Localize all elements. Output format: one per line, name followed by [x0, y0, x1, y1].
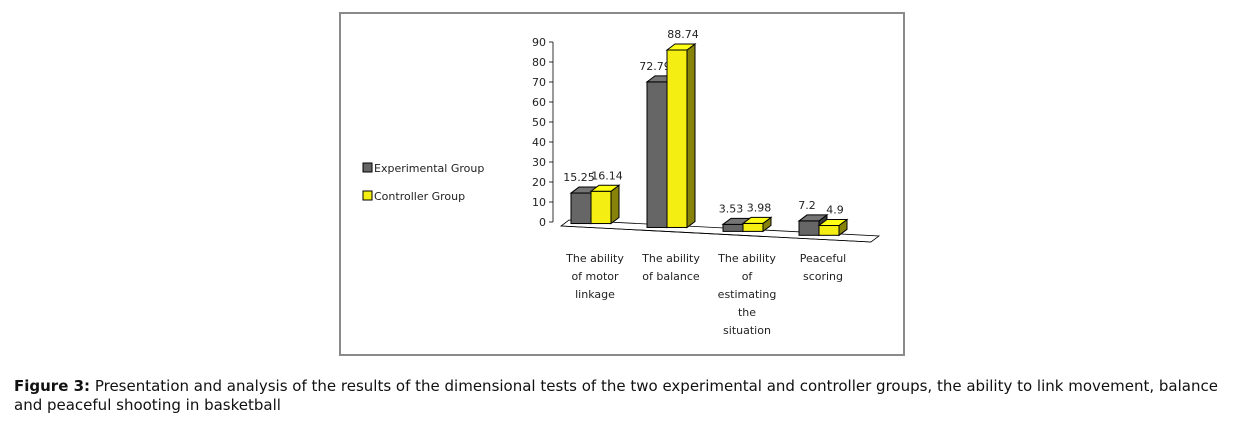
- bar-front: [666, 49, 688, 228]
- bar: [589, 184, 621, 225]
- data-label: 88.74: [667, 28, 699, 41]
- data-label: 3.53: [719, 202, 744, 215]
- bar-top: [741, 216, 773, 224]
- y-tick-label: 10: [532, 196, 546, 209]
- y-tick-label: 90: [532, 36, 546, 49]
- data-label: 3.98: [747, 201, 772, 214]
- category-label: The ability of estimating the situation: [717, 252, 776, 337]
- y-tick-label: 20: [532, 176, 546, 189]
- bar-front: [742, 222, 764, 232]
- y-tick-label: 40: [532, 136, 546, 149]
- bar: [665, 42, 697, 229]
- y-tick-label: 80: [532, 56, 546, 69]
- bar-top: [817, 219, 849, 227]
- y-tick-label: 70: [532, 76, 546, 89]
- bar-top: [797, 214, 829, 222]
- y-tick-label: 60: [532, 96, 546, 109]
- bar-front: [646, 81, 668, 228]
- category-label: The ability of balance: [641, 252, 700, 283]
- data-label: 4.9: [826, 204, 844, 217]
- bar-side: [686, 42, 696, 229]
- bar-front: [722, 223, 744, 232]
- legend-swatch: [362, 190, 373, 201]
- bar-front: [570, 192, 592, 225]
- category-label: The ability of motor linkage: [565, 252, 624, 301]
- bar-side: [610, 184, 620, 225]
- bar-front: [590, 190, 612, 225]
- bar: [817, 218, 849, 237]
- data-label: 72.79: [639, 60, 671, 73]
- figure-frame: 0 10 20 30 40 50 60 70 80 90 15.25 16.14 The ability…: [339, 12, 905, 356]
- y-tick-label: 0: [539, 216, 546, 229]
- y-tick-label: 50: [532, 116, 546, 129]
- bar-top: [665, 43, 697, 51]
- data-label: 15.25: [563, 171, 595, 184]
- caption-text: Presentation and analysis of the results…: [14, 377, 1218, 414]
- data-label: 7.2: [798, 199, 816, 212]
- x-axis-line: [560, 225, 872, 243]
- bar: [797, 213, 829, 237]
- figure-caption: Figure 3: Presentation and analysis of t…: [14, 377, 1229, 415]
- legend-swatch: [362, 162, 373, 173]
- data-label: 16.14: [591, 169, 623, 182]
- y-tick-label: 30: [532, 156, 546, 169]
- caption-label: Figure 3:: [14, 377, 91, 395]
- bar-top: [589, 184, 621, 192]
- legend-label: Experimental Group: [374, 162, 484, 175]
- legend-label: Controller Group: [374, 190, 465, 203]
- bar: [741, 216, 773, 233]
- bar-front: [798, 220, 820, 236]
- category-label: Peaceful scoring: [800, 252, 846, 283]
- bar-front: [818, 225, 840, 236]
